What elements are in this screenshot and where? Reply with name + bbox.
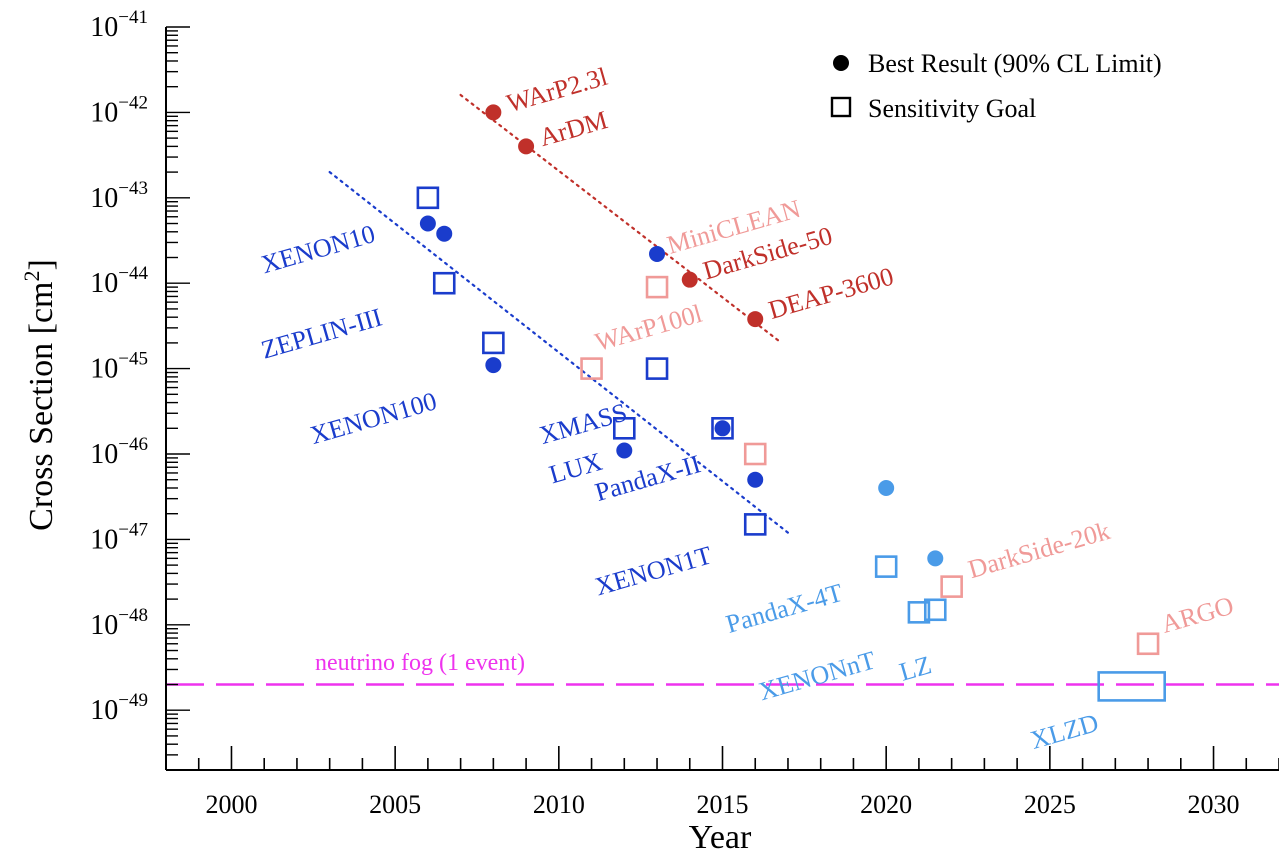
darkside-50-goal-marker bbox=[743, 442, 767, 466]
argon-trend-line bbox=[459, 93, 783, 345]
warp100l-goal-marker bbox=[580, 357, 603, 380]
y-tick-label: 10−43 bbox=[90, 178, 148, 214]
trend-line-layer bbox=[328, 93, 790, 534]
ardm-result-point bbox=[518, 138, 535, 155]
x-tick-label: 2020 bbox=[860, 790, 912, 819]
xenon10-label: XENON10 bbox=[258, 219, 378, 279]
legend-circle-marker bbox=[833, 55, 849, 71]
xlzd-goal-marker bbox=[1097, 671, 1166, 702]
x-tick-label: 2010 bbox=[533, 790, 585, 819]
pandax-ii-result-point bbox=[714, 420, 731, 437]
deap-3600-label: DEAP-3600 bbox=[765, 262, 897, 325]
xenonnt-label: XENONnT bbox=[755, 645, 878, 706]
y-axis-title-sup: 2 bbox=[19, 271, 44, 282]
y-tick-label: 10−48 bbox=[90, 605, 148, 641]
xenon100-result-point bbox=[485, 357, 502, 374]
x-tick-label: 2025 bbox=[1024, 790, 1076, 819]
legend-square-marker bbox=[830, 96, 852, 118]
legend-label-goal: Sensitivity Goal bbox=[868, 94, 1036, 123]
lz-goal-marker bbox=[923, 598, 947, 622]
y-tick-label: 10−44 bbox=[90, 263, 148, 299]
argo-label: ARGO bbox=[1158, 591, 1237, 639]
warp100l-label: WArP100l bbox=[592, 299, 706, 357]
axes-layer: 2000 2005 2010 2015 2020 2025 2030 10−41 10−42 10… bbox=[90, 7, 1279, 819]
y-tick-label: 10−45 bbox=[90, 349, 148, 385]
ardm-label: ArDM bbox=[536, 105, 611, 152]
x-tick-label: 2030 bbox=[1188, 790, 1240, 819]
xenon100-goal-marker bbox=[482, 331, 505, 355]
legend-label-best: Best Result (90% CL Limit) bbox=[868, 49, 1162, 78]
y-axis-title-tail: ] bbox=[23, 259, 60, 270]
xenonnt-goal-marker bbox=[907, 601, 931, 624]
points-layer bbox=[416, 104, 1166, 702]
lz-result-point bbox=[927, 550, 944, 567]
xenon10-result-point bbox=[436, 225, 453, 242]
xmass-goal-marker bbox=[645, 357, 669, 380]
xenon1t-goal-marker bbox=[743, 513, 767, 536]
xlzd-label: XLZD bbox=[1027, 708, 1102, 755]
xenon10-result-point bbox=[419, 215, 436, 232]
y-tick-label: 10−42 bbox=[90, 92, 148, 128]
y-tick-label: 10−47 bbox=[90, 519, 148, 555]
xmass-label: XMASS bbox=[536, 397, 630, 450]
pandax-4t-goal-marker bbox=[874, 555, 898, 578]
xenon100-label: XENON100 bbox=[307, 386, 440, 450]
x-tick-label: 2000 bbox=[205, 790, 257, 819]
y-tick-label: 10−46 bbox=[90, 434, 148, 470]
lux-result-point bbox=[616, 442, 633, 459]
pandax-ii-result-point bbox=[747, 471, 764, 488]
x-tick-label: 2015 bbox=[697, 790, 749, 819]
argo-goal-marker bbox=[1136, 632, 1160, 656]
x-axis-title: Year bbox=[689, 819, 752, 856]
pandax-ii-goal-marker bbox=[711, 417, 734, 440]
darkside-20k-label: DarkSide-20k bbox=[965, 516, 1113, 584]
y-axis-title-main: Cross Section [cm bbox=[23, 282, 60, 531]
warp2-3l-result-point bbox=[485, 104, 502, 121]
zeplin-iii-goal-marker bbox=[432, 271, 456, 295]
y-tick-label: 10−41 bbox=[90, 7, 148, 43]
darkside-20k-goal-marker bbox=[940, 575, 963, 598]
xenon10-goal-marker bbox=[416, 186, 440, 210]
y-tick-label: 10−49 bbox=[90, 690, 148, 726]
xenon1t-label: XENON1T bbox=[592, 540, 715, 601]
legend: Best Result (90% CL Limit) Sensitivity G… bbox=[830, 49, 1162, 123]
xenon-trend-line bbox=[328, 170, 790, 534]
darkside-50-result-point bbox=[681, 271, 698, 288]
x-tick-label: 2005 bbox=[369, 790, 421, 819]
neutrino-fog-label: neutrino fog (1 event) bbox=[315, 650, 525, 676]
deap-3600-result-point bbox=[747, 311, 764, 328]
zeplin-iii-label: ZEPLIN-III bbox=[258, 303, 385, 365]
miniclean-result-point bbox=[649, 245, 666, 262]
y-axis-title: Cross Section [cm2] bbox=[19, 259, 60, 531]
lux-goal-marker bbox=[612, 417, 636, 440]
pandax-4t-result-point bbox=[878, 479, 895, 496]
miniclean-goal-marker bbox=[645, 275, 669, 299]
lz-label: LZ bbox=[896, 650, 935, 687]
pandax-ii-label: PandaX-II bbox=[592, 449, 704, 507]
pandax-4t-label: PandaX-4T bbox=[723, 578, 846, 639]
